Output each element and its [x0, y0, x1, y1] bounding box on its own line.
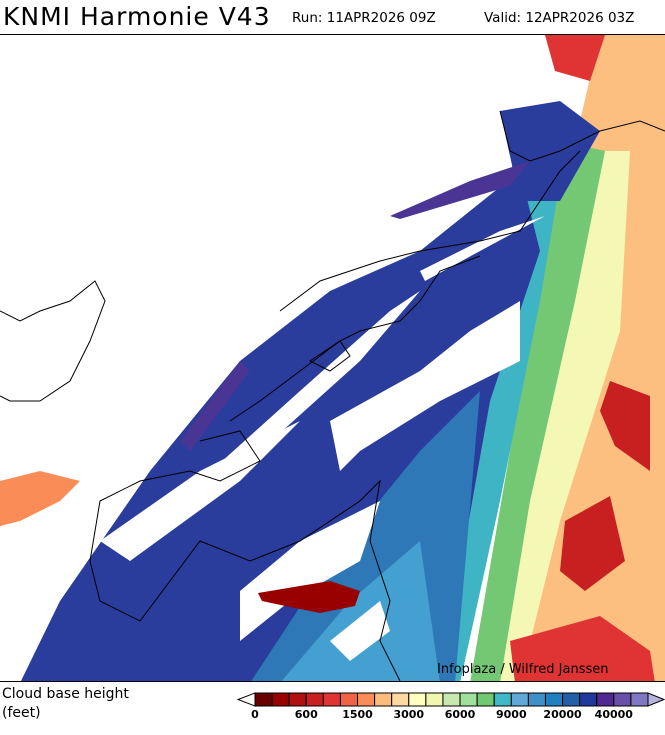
gap-white-6: [330, 601, 390, 661]
colorbar-swatch: [459, 692, 478, 707]
gap-white-5: [240, 501, 380, 641]
credit-text: Infoplaza / Wilfred Janssen: [437, 662, 609, 677]
colorbar-swatch: [527, 692, 546, 707]
field-red-north: [545, 35, 605, 81]
legend-unit: (feet): [2, 705, 41, 721]
colorbar-swatch: [339, 692, 359, 707]
colorbar-swatch: [322, 692, 341, 707]
colorbar-swatch: [613, 692, 632, 707]
colorbar-tick-label: 1500: [342, 708, 373, 721]
gap-white-1: [200, 291, 420, 491]
colorbar-tick-label: 9000: [496, 708, 527, 721]
colorbar-swatch: [579, 692, 598, 707]
field-red-east-1: [600, 381, 650, 471]
run-time: Run: 11APR2026 09Z: [292, 10, 436, 26]
field-england-patches: [0, 471, 80, 526]
field-purple-streak: [390, 161, 530, 219]
field-red-east-2: [560, 496, 625, 591]
colorbar-swatch: [271, 692, 290, 707]
field-yellow-east: [490, 151, 630, 681]
field-light-blue: [281, 541, 440, 681]
colorbar-swatch: [357, 692, 376, 707]
field-green-band: [470, 141, 605, 681]
colorbar-tick-label: 40000: [595, 708, 634, 721]
colorbar-swatch: [630, 692, 649, 707]
colorbar-swatch: [476, 692, 495, 707]
colorbar-swatch: [596, 692, 615, 707]
map-title: KNMI Harmonie V43: [3, 2, 271, 31]
colorbar-swatch: [510, 692, 529, 707]
gap-white-3: [330, 301, 520, 471]
colorbar-tick-label: 3000: [393, 708, 424, 721]
colorbar-over-arrow: [647, 692, 665, 707]
colorbar-swatch: [254, 692, 273, 707]
colorbar-swatch: [288, 692, 307, 707]
colorbar-tick-label: 0: [251, 708, 259, 721]
colorbar-swatch: [425, 692, 444, 707]
coastlines: [0, 110, 665, 681]
colorbar-swatch: [562, 692, 581, 707]
field-red-west: [258, 581, 360, 613]
field-purple-streak-2: [180, 361, 250, 451]
field-blue-upper: [500, 101, 600, 201]
colorbar-tick-label: 600: [295, 708, 318, 721]
colorbar-swatch: [374, 692, 393, 707]
field-red-south: [510, 616, 655, 681]
colorbar-tick-label: 6000: [445, 708, 476, 721]
colorbar-swatch: [391, 692, 410, 707]
colorbar-swatch: [305, 692, 324, 707]
valid-time: Valid: 12APR2026 03Z: [484, 10, 635, 26]
gap-white-2: [100, 421, 300, 561]
cloud-base-map: [0, 34, 665, 682]
colorbar-swatch: [493, 692, 512, 707]
colorbar: 0 600 1500 3000 6000 9000 20000 40000: [236, 692, 665, 721]
cloud-field: [0, 35, 665, 681]
colorbar-swatch: [408, 692, 427, 707]
colorbar-swatch: [442, 692, 461, 707]
colorbar-under-arrow: [236, 692, 256, 707]
legend-label: Cloud base height: [2, 686, 129, 702]
colorbar-swatch: [544, 692, 564, 707]
colorbar-tick-label: 20000: [543, 708, 582, 721]
